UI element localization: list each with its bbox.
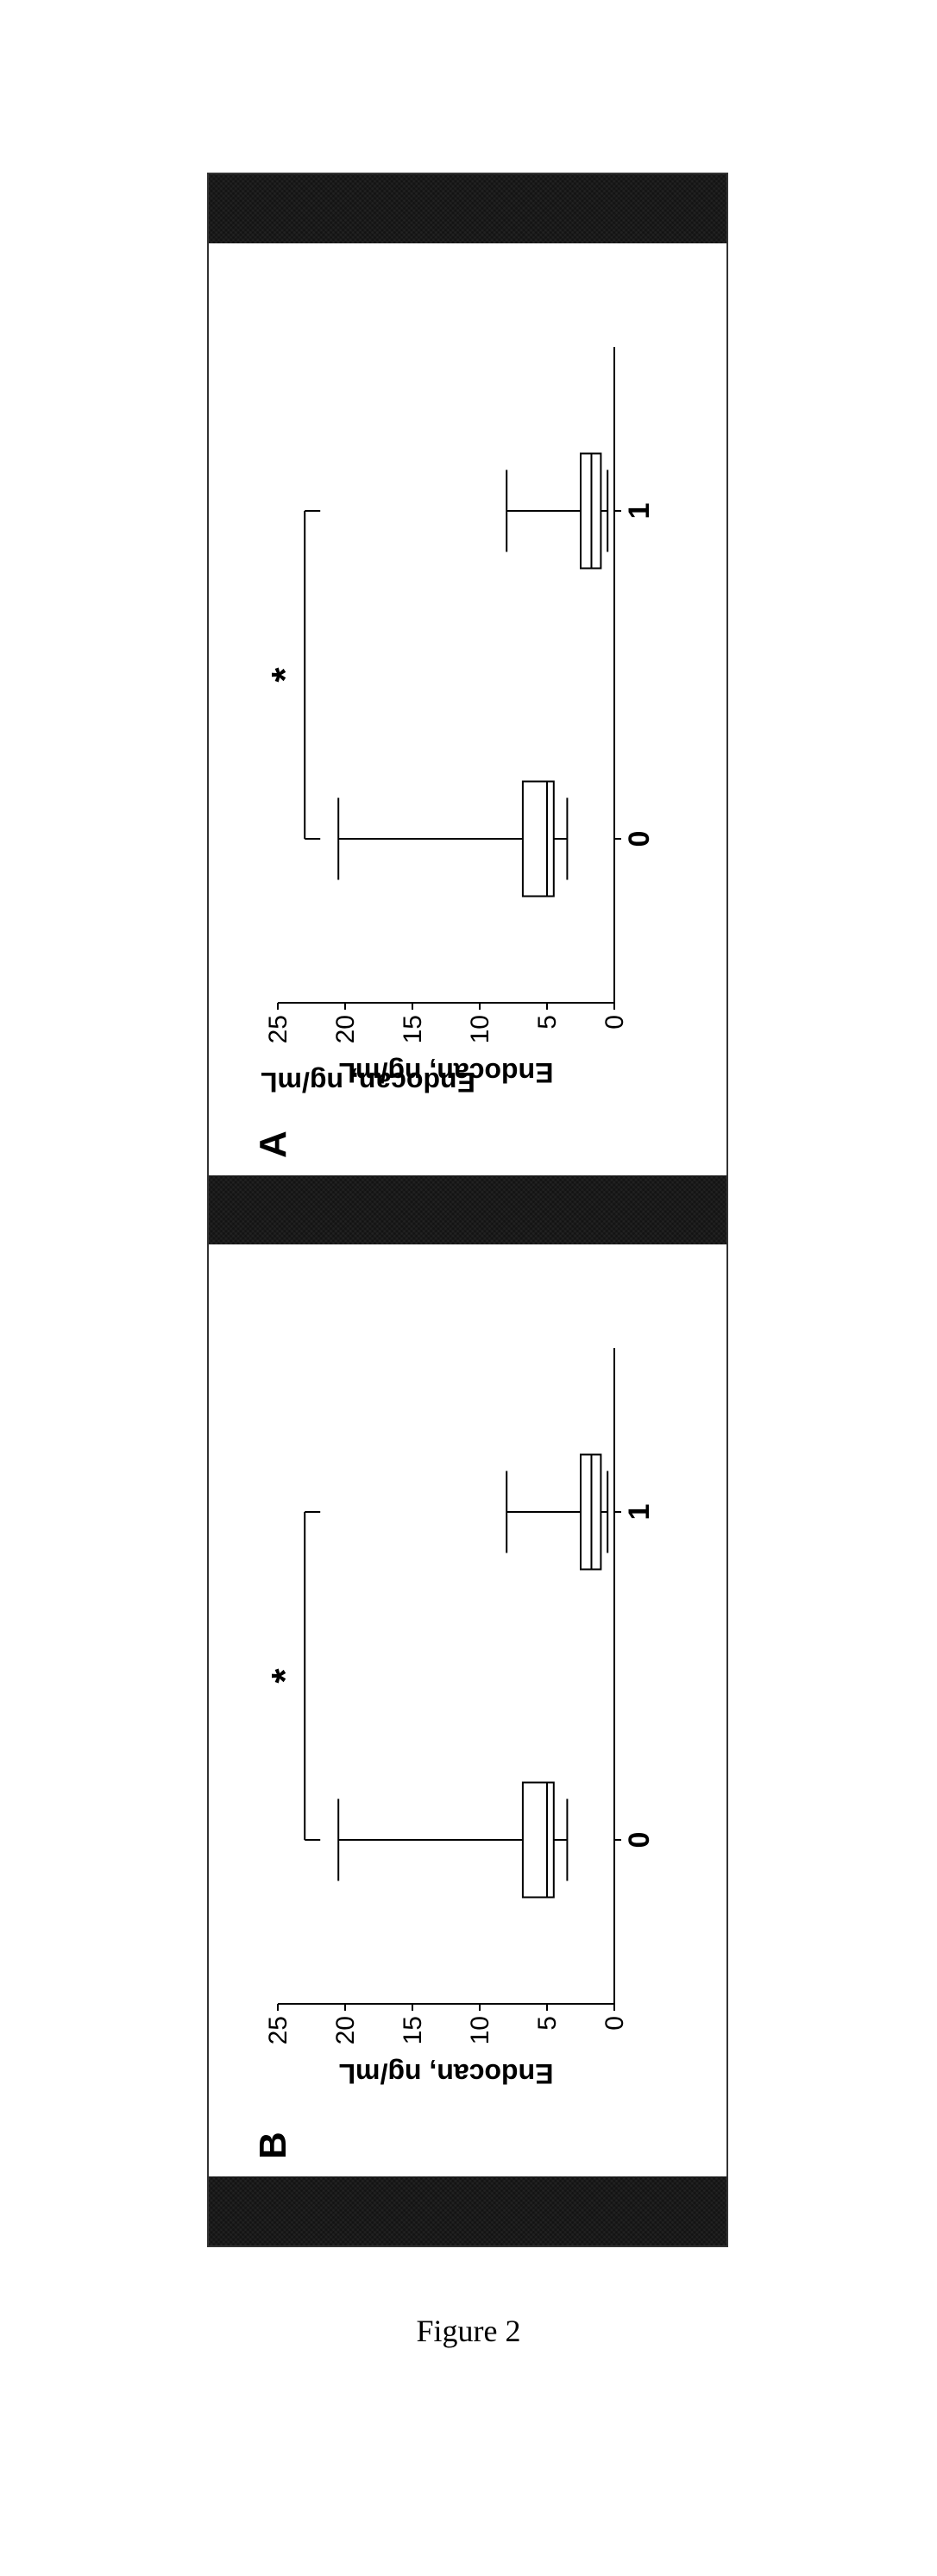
- texture-band-bottom: [209, 174, 726, 243]
- svg-text:5: 5: [533, 2016, 562, 2031]
- svg-text:15: 15: [399, 2016, 427, 2044]
- svg-text:20: 20: [331, 1015, 360, 1043]
- svg-text:1: 1: [623, 503, 656, 520]
- svg-text:Endocan, ng/mL: Endocan, ng/mL: [339, 1057, 554, 1088]
- svg-text:0: 0: [601, 2016, 629, 2031]
- svg-text:0: 0: [601, 1015, 629, 1030]
- figure-caption: Figure 2: [0, 2313, 937, 2349]
- texture-band-middle: [209, 1175, 726, 1244]
- svg-text:10: 10: [466, 1015, 494, 1043]
- svg-text:15: 15: [399, 1015, 427, 1043]
- page-root: A Endocan, ng/mL 0510152025Endocan, ng/m…: [0, 0, 937, 2576]
- svg-text:0: 0: [623, 831, 656, 847]
- svg-text:0: 0: [623, 1832, 656, 1849]
- chart-B: 0 5 10 15 20 25 Endocan, ng/mL 0 1 *: [209, 1244, 726, 2176]
- svg-text:25: 25: [264, 2016, 292, 2044]
- svg-text:20: 20: [331, 2016, 360, 2044]
- svg-text:*: *: [264, 667, 306, 683]
- chart-A: 0 5 10 15 20 25 Endocan, ng/mL 0 1 *: [209, 243, 726, 1175]
- texture-band-top: [209, 2176, 726, 2245]
- svg-text:25: 25: [264, 1015, 292, 1043]
- svg-text:*: *: [264, 1668, 306, 1684]
- panel-A: A Endocan, ng/mL 0510152025Endocan, ng/m…: [209, 243, 726, 1175]
- svg-text:5: 5: [533, 1015, 562, 1030]
- svg-text:10: 10: [466, 2016, 494, 2044]
- svg-text:Endocan, ng/mL: Endocan, ng/mL: [339, 2058, 554, 2089]
- svg-text:1: 1: [623, 1504, 656, 1521]
- panel-B: B 0510152025Endocan, ng/mL01*: [209, 1244, 726, 2176]
- figure-strip: A Endocan, ng/mL 0510152025Endocan, ng/m…: [207, 173, 728, 2247]
